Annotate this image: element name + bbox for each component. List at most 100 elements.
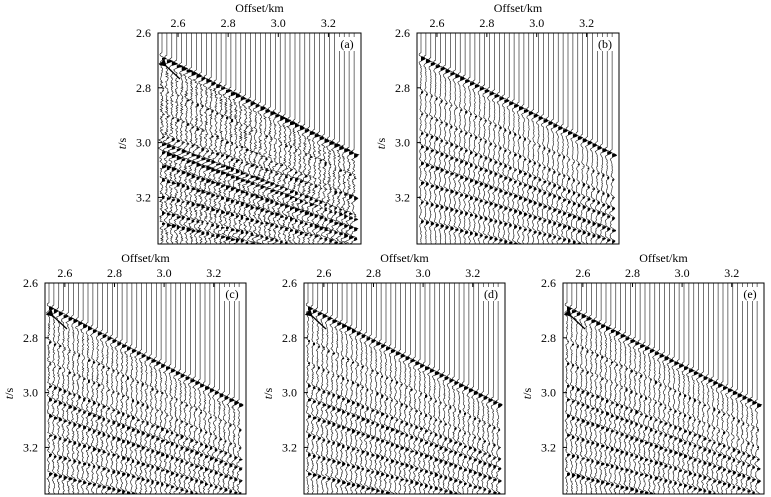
trace-fill bbox=[543, 219, 547, 223]
trace-fill bbox=[625, 486, 629, 491]
x-tick-label: 3.0 bbox=[416, 266, 431, 280]
trace-fill bbox=[322, 314, 328, 319]
trace-fill bbox=[703, 422, 706, 424]
trace-fill bbox=[563, 129, 568, 133]
trace-fill bbox=[224, 396, 229, 400]
trace-fill bbox=[592, 188, 595, 190]
trace-fill bbox=[186, 99, 190, 102]
trace-fill bbox=[196, 103, 199, 107]
trace-fill bbox=[324, 139, 329, 144]
trace-fill bbox=[122, 472, 126, 477]
trace-fill bbox=[112, 339, 117, 343]
trace-fill bbox=[234, 446, 236, 448]
trace-fill bbox=[528, 111, 534, 116]
trace-fill bbox=[494, 172, 498, 176]
trace-fill bbox=[606, 360, 608, 362]
trace-fill bbox=[68, 350, 71, 352]
trace-fill bbox=[265, 171, 267, 173]
trace-fill bbox=[68, 477, 73, 481]
trace-fill bbox=[344, 233, 348, 238]
trace-fill bbox=[309, 203, 314, 207]
trace-fill bbox=[498, 403, 503, 408]
trace-wiggle bbox=[359, 283, 366, 494]
trace-wiggle bbox=[613, 283, 621, 494]
trace-fill bbox=[688, 431, 692, 436]
trace-fill bbox=[558, 210, 562, 214]
trace-fill bbox=[250, 218, 254, 223]
y-tick-label: 3.2 bbox=[282, 440, 297, 454]
trace-fill bbox=[571, 364, 574, 367]
trace-fill bbox=[425, 454, 429, 459]
trace-fill bbox=[327, 440, 331, 444]
trace-fill bbox=[635, 489, 638, 493]
trace-fill bbox=[381, 344, 386, 348]
trace-fill bbox=[679, 469, 682, 473]
x-axis-label: Offset/km bbox=[494, 1, 543, 15]
y-tick-label: 3.0 bbox=[136, 136, 151, 150]
trace-fill bbox=[351, 329, 356, 334]
trace-fill bbox=[445, 102, 448, 105]
trace-fill bbox=[635, 410, 639, 415]
trace-fill bbox=[122, 440, 126, 444]
trace-fill bbox=[83, 426, 87, 430]
trace-wiggle bbox=[588, 283, 597, 494]
trace-fill bbox=[83, 411, 87, 414]
trace-fill bbox=[181, 184, 185, 188]
trace-fill bbox=[221, 87, 226, 90]
trace-fill bbox=[185, 438, 189, 440]
trace-fill bbox=[459, 410, 461, 413]
trace-fill bbox=[454, 451, 458, 455]
trace-fill bbox=[602, 226, 606, 230]
trace-fill bbox=[162, 178, 165, 182]
trace-fill bbox=[53, 473, 58, 477]
trace-fill bbox=[270, 212, 274, 216]
trace-fill bbox=[308, 340, 310, 343]
trace-fill bbox=[612, 240, 616, 244]
trace-fill bbox=[226, 155, 230, 159]
trace-fill bbox=[597, 190, 600, 194]
trace-fill bbox=[255, 176, 260, 181]
trace-fill bbox=[654, 477, 659, 481]
trace-fill bbox=[230, 167, 234, 172]
trace-fill bbox=[312, 454, 316, 459]
trace-fill bbox=[117, 372, 120, 375]
trace-fill bbox=[723, 468, 726, 472]
trace-wiggle bbox=[422, 283, 431, 494]
trace-wiggle bbox=[271, 33, 281, 244]
trace-fill bbox=[312, 417, 317, 420]
trace-fill bbox=[708, 478, 712, 481]
x-axis-label: Offset/km bbox=[639, 251, 688, 265]
trace-fill bbox=[122, 344, 127, 348]
trace-fill bbox=[698, 474, 702, 478]
trace-fill bbox=[190, 426, 193, 428]
trace-fill bbox=[219, 460, 223, 464]
trace-fill bbox=[322, 420, 326, 423]
trace-fill bbox=[332, 375, 334, 377]
trace-fill bbox=[444, 423, 447, 426]
trace-fill bbox=[214, 448, 218, 452]
trace-fill bbox=[342, 377, 345, 380]
trace-fill bbox=[421, 91, 423, 94]
trace-fill bbox=[347, 463, 350, 467]
trace-fill bbox=[439, 435, 442, 439]
trace-wiggle bbox=[329, 283, 338, 494]
trace-fill bbox=[581, 419, 585, 423]
trace-fill bbox=[640, 425, 643, 428]
trace-fill bbox=[723, 455, 726, 459]
trace-fill bbox=[420, 439, 423, 443]
trace-fill bbox=[334, 241, 338, 244]
trace-fill bbox=[693, 434, 697, 437]
trace-wiggle bbox=[129, 283, 137, 494]
trace-fill bbox=[727, 415, 730, 417]
trace-wiggle bbox=[656, 283, 665, 494]
trace-fill bbox=[270, 139, 273, 140]
trace-fill bbox=[180, 421, 184, 423]
trace-fill bbox=[309, 234, 313, 237]
trace-fill bbox=[439, 475, 443, 479]
trace-fill bbox=[421, 132, 424, 135]
trace-fill bbox=[553, 152, 556, 154]
trace-fill bbox=[270, 161, 273, 163]
panel-frame bbox=[562, 282, 765, 495]
trace-fill bbox=[280, 174, 284, 176]
